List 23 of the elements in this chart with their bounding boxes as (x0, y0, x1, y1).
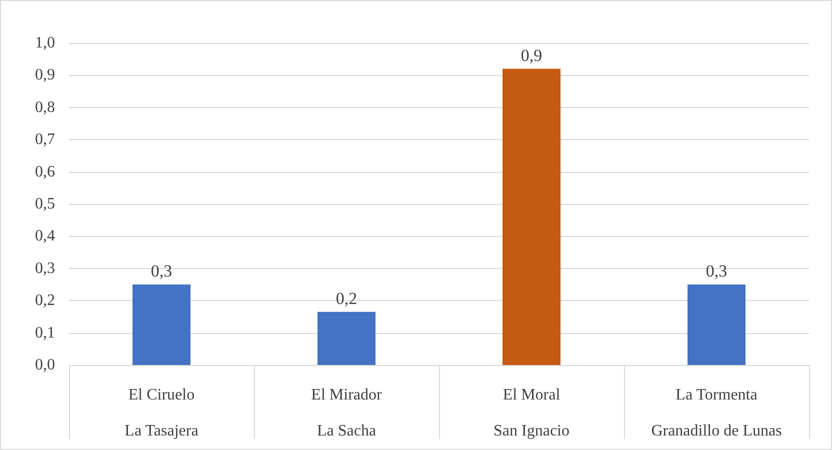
x-tick-label: El Moral San Ignacio (494, 386, 570, 440)
data-label: 0,2 (336, 288, 358, 308)
bar (502, 68, 560, 365)
y-tick-label: 0,8 (35, 98, 55, 116)
x-tick-label: El Mirador La Sacha (311, 386, 382, 440)
data-label: 0,9 (520, 46, 542, 65)
bar (132, 284, 190, 365)
x-tick-label: La Tormenta Granadillo de Lunas (651, 386, 782, 440)
y-tick-label: 0,6 (35, 163, 55, 180)
x-tick-label: El Ciruelo La Tasajera (124, 386, 198, 440)
data-label: 0,3 (150, 262, 172, 280)
y-tick-label: 0,9 (35, 66, 55, 84)
bar (688, 284, 746, 365)
y-tick-label: 0,5 (35, 196, 55, 212)
data-label: 0,3 (706, 262, 728, 280)
bar (318, 312, 376, 365)
y-tick-label: 1,0 (35, 34, 55, 52)
y-tick-label: 0,2 (35, 292, 55, 310)
y-tick-label: 0,4 (35, 228, 55, 245)
y-tick-label: 0,3 (35, 260, 55, 277)
y-tick-label: 0,1 (35, 324, 55, 342)
y-tick-label: 0,7 (35, 131, 55, 148)
y-tick-label: 0,0 (35, 356, 55, 374)
